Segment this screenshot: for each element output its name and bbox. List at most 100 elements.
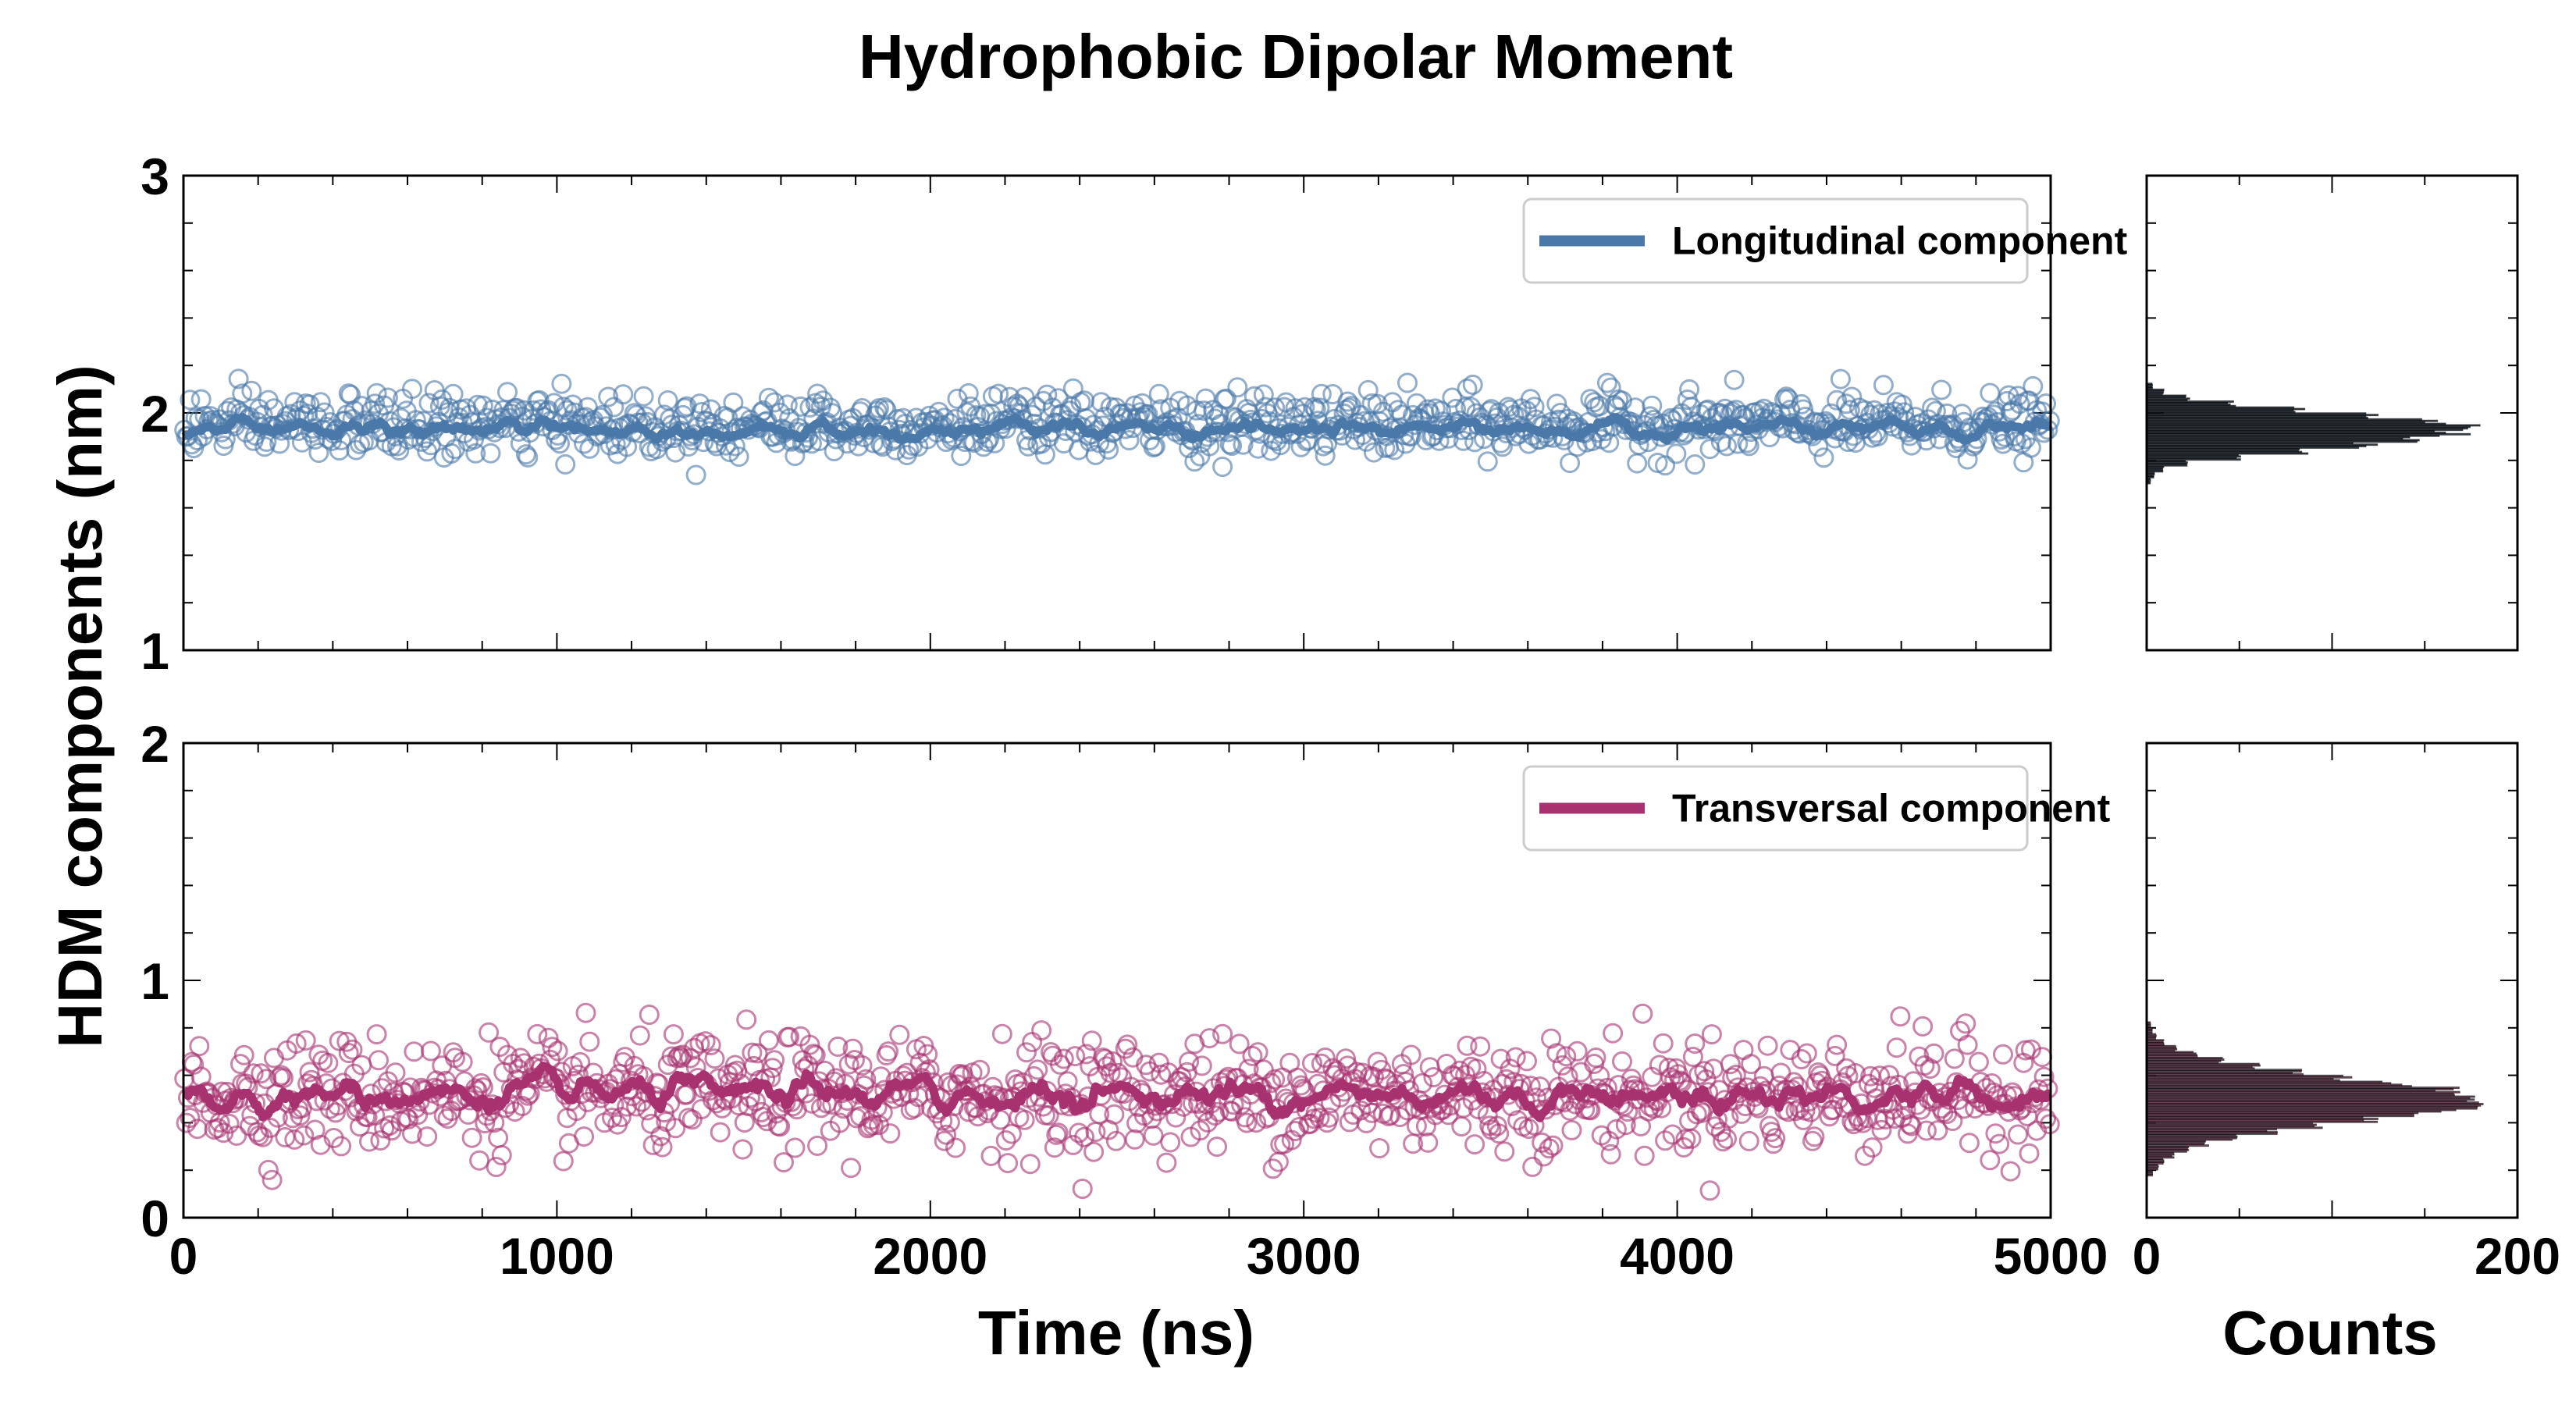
scatter-point — [271, 1065, 292, 1086]
scatter-point — [233, 1044, 254, 1065]
scatter-point — [1081, 1030, 1102, 1051]
scatter-point — [610, 1107, 632, 1128]
scatter-point — [1880, 406, 1902, 427]
scatter-point — [1552, 1055, 1573, 1076]
scatter-point — [420, 1040, 441, 1062]
scatter-point — [264, 1048, 284, 1069]
scatter-point — [1356, 1112, 1377, 1133]
scatter-point — [1453, 430, 1474, 451]
hist-bar — [2146, 1102, 2484, 1105]
scatter-point — [1156, 1152, 1177, 1173]
scatter-point — [1800, 1101, 1821, 1122]
scatter-point — [1713, 1131, 1734, 1152]
scatter-point — [538, 1027, 559, 1048]
hist-bar — [2146, 1037, 2156, 1040]
x-tick-label: 1000 — [500, 1227, 614, 1285]
scatter-point — [2037, 419, 2058, 440]
scatter-point — [1165, 1107, 1187, 1128]
scatter-point — [838, 1054, 859, 1075]
scatter-point — [1500, 1058, 1521, 1080]
scatter-point — [269, 433, 290, 454]
scatter-point — [404, 1041, 425, 1062]
scatter-point — [1247, 438, 1268, 459]
scatter-point — [510, 433, 531, 454]
scatter-point — [1363, 442, 1384, 463]
scatter-point — [1037, 384, 1058, 405]
scatter-point — [518, 446, 539, 468]
scatter-point — [547, 1040, 568, 1062]
hist-bar — [2146, 1061, 2219, 1064]
scatter-point — [241, 380, 262, 401]
scatter-point — [1265, 1069, 1286, 1090]
scatter-point — [1989, 1133, 2010, 1154]
hist-bars — [2146, 382, 2481, 485]
scatter-point — [180, 1108, 201, 1129]
scatter-point — [1886, 1037, 1907, 1058]
scatter-point — [523, 400, 544, 421]
scatter-point — [338, 1043, 359, 1063]
scatter-point — [1813, 447, 1834, 468]
scatter-point — [575, 1002, 596, 1023]
scatter-point — [1770, 1062, 1791, 1083]
scatter-point — [1486, 1115, 1507, 1136]
scatter-point — [497, 382, 518, 403]
longitudinal-panel: 1 2 3 Longitudinal component — [141, 148, 2127, 680]
scatter-point — [639, 1005, 660, 1025]
scatter-point — [1923, 1043, 1944, 1064]
scatter-point — [295, 1030, 316, 1051]
scatter-point — [290, 1105, 311, 1126]
scatter-point — [1653, 1033, 1674, 1054]
scatter-point — [1517, 1051, 1537, 1072]
scatter-point — [723, 392, 744, 413]
hist-bar — [2146, 1055, 2198, 1058]
scatter-point — [1212, 457, 1233, 477]
scatter-point — [1016, 1042, 1037, 1063]
scatter-point — [807, 1135, 828, 1156]
scatter-point — [1311, 383, 1332, 404]
scatter-point — [1890, 1006, 1911, 1027]
scatter-point — [777, 394, 798, 415]
legend-label: Longitudinal component — [1672, 219, 2128, 263]
scatter-point — [359, 1131, 379, 1152]
scatter-point — [1666, 443, 1687, 464]
scatter-point — [1315, 1048, 1336, 1068]
scatter-point — [1720, 1054, 1741, 1075]
scatter-point — [1855, 400, 1875, 421]
scatter-point — [1660, 407, 1681, 429]
scatter-point — [700, 399, 721, 420]
scatter-point — [1494, 1141, 1515, 1162]
scatter-point — [258, 1159, 279, 1180]
scatter-point — [555, 454, 576, 475]
scatter-point — [928, 401, 949, 422]
scatter-point — [180, 389, 201, 411]
scatter-point — [1145, 436, 1165, 457]
scatter-point — [1627, 453, 1648, 474]
scatter-point — [936, 1124, 957, 1145]
hist-bar — [2146, 452, 2309, 455]
scatter-point — [1741, 1054, 1762, 1075]
scatter-point — [452, 1051, 473, 1072]
scatter-point — [1873, 375, 1894, 396]
scatter-point — [190, 389, 212, 410]
hist-bar — [2146, 458, 2241, 461]
scatter-point — [1839, 400, 1860, 421]
hist-bar — [2146, 1043, 2165, 1046]
hist-bar — [2146, 1132, 2278, 1135]
scatter-point — [764, 392, 785, 413]
scatter-point — [880, 1123, 901, 1144]
scatter-point — [1824, 1045, 1845, 1066]
scatter-point — [1891, 394, 1912, 415]
transversal-histogram: 0 200 — [2133, 742, 2560, 1285]
hist-bar — [2146, 1144, 2210, 1147]
scatter-point — [251, 1063, 272, 1084]
scatter-point — [232, 383, 253, 404]
scatter-point — [663, 1024, 684, 1045]
scatter-point — [1682, 1047, 1703, 1067]
scatter-point — [1443, 1065, 1464, 1087]
hist-bar — [2146, 1097, 2471, 1100]
scatter-point — [579, 1031, 600, 1052]
scatter-point — [1685, 454, 1706, 475]
scatter-point — [719, 442, 740, 463]
scatter-point — [1944, 1048, 1965, 1069]
scatter-point — [1827, 1034, 1848, 1055]
